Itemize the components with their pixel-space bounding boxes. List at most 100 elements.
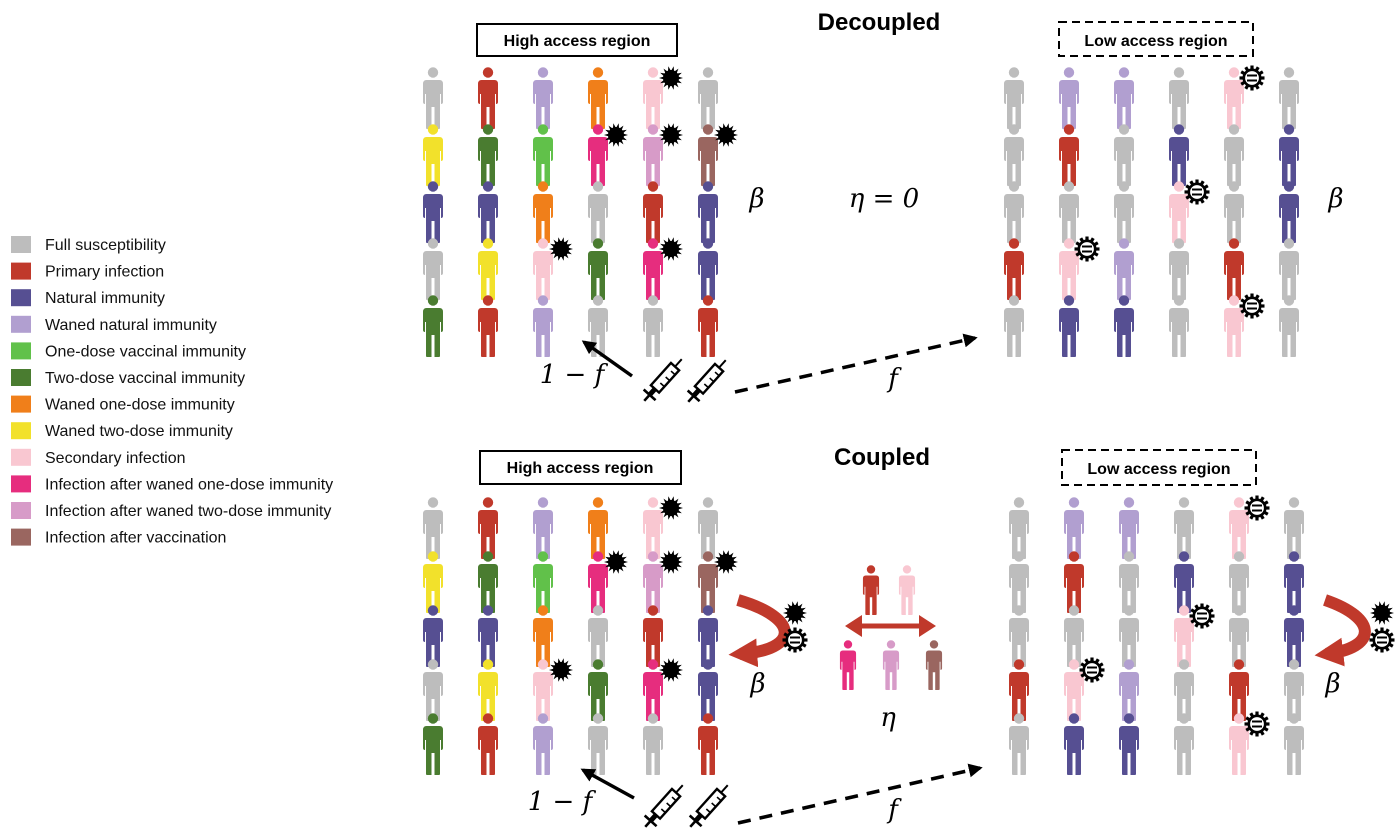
person-primary	[862, 565, 880, 615]
variant-virus-icon	[1184, 179, 1210, 205]
variant-virus-icon	[1239, 65, 1265, 91]
person-full	[1284, 497, 1304, 559]
legend: Full susceptibility Primary infection Natu…	[11, 236, 333, 547]
variant-virus-icon	[1369, 627, 1395, 653]
legend-swatch	[11, 502, 31, 519]
vaccine-allocation-decoupled: 1 − f f	[540, 333, 978, 403]
person-secondary	[533, 659, 553, 721]
person-primary	[1004, 238, 1024, 300]
person-waned-natural	[533, 67, 553, 129]
legend-swatch	[11, 236, 31, 253]
legend-swatch	[11, 369, 31, 386]
person-full	[1119, 551, 1139, 613]
legend-label: Full susceptibility	[45, 237, 166, 254]
virus-icon	[659, 123, 683, 147]
person-full	[1114, 124, 1134, 186]
virus-icon	[714, 550, 738, 574]
person-inf-waned-one	[643, 238, 663, 300]
person-full	[588, 713, 608, 775]
person-waned-one	[588, 497, 608, 559]
svg-text:High access region: High access region	[504, 33, 651, 50]
virus-icon	[659, 66, 683, 90]
person-primary	[1009, 659, 1029, 721]
person-natural	[698, 181, 718, 243]
person-full	[1169, 238, 1189, 300]
person-primary	[1229, 659, 1249, 721]
person-full	[643, 713, 663, 775]
person-waned-natural	[533, 295, 553, 357]
person-inf-waned-one	[643, 659, 663, 721]
legend-swatch	[11, 315, 31, 333]
syringe-icon	[643, 784, 684, 828]
vaccine-allocation-coupled: 1 − f f	[528, 763, 983, 828]
variant-virus-icon	[1244, 495, 1270, 521]
person-full	[423, 497, 443, 559]
person-one-dose	[533, 124, 553, 186]
person-primary	[643, 181, 663, 243]
f-label: f	[886, 795, 902, 825]
person-natural	[478, 605, 498, 667]
svg-text:Low access region: Low access region	[1087, 461, 1230, 478]
legend-item-inf-vacc: Infection after vaccination	[11, 528, 226, 547]
person-full	[423, 238, 443, 300]
person-full	[1229, 551, 1249, 613]
legend-label: Primary infection	[45, 264, 164, 281]
legend-label: Waned natural immunity	[45, 317, 217, 334]
person-full	[1284, 713, 1304, 775]
person-secondary	[643, 497, 663, 559]
virus-icon	[714, 123, 738, 147]
person-full	[698, 67, 718, 129]
syringe-icon	[642, 358, 683, 402]
person-full	[1009, 713, 1029, 775]
person-full	[423, 67, 443, 129]
one-minus-f-label: 1 − f	[540, 360, 609, 390]
person-one-dose	[533, 551, 553, 613]
person-primary	[1059, 124, 1079, 186]
person-full	[588, 605, 608, 667]
variant-virus-icon	[1079, 657, 1105, 683]
person-natural	[1119, 713, 1139, 775]
person-natural	[478, 181, 498, 243]
person-natural	[1114, 295, 1134, 357]
variant-virus-icon	[782, 627, 808, 653]
virus-icon	[549, 658, 573, 682]
legend-item-inf-waned-two: Infection after waned two-dose immunity	[11, 502, 331, 520]
person-waned-two	[478, 659, 498, 721]
transmission-arrow-low	[1314, 594, 1371, 667]
legend-label: Waned two-dose immunity	[45, 423, 233, 440]
decoupled-title: Decoupled	[818, 9, 941, 36]
high-access-population-decoupled	[423, 66, 738, 357]
person-secondary	[898, 565, 916, 615]
syringe-icon	[688, 784, 729, 828]
person-inf-waned-two	[882, 640, 900, 690]
variant-virus-icon	[1244, 711, 1270, 737]
legend-swatch	[11, 395, 31, 413]
virus-icon	[604, 123, 628, 147]
person-full	[1009, 497, 1029, 559]
beta-label-high-coupled: β	[749, 669, 765, 699]
person-waned-natural	[533, 713, 553, 775]
person-primary	[698, 295, 718, 357]
person-primary	[1064, 551, 1084, 613]
person-primary	[1224, 238, 1244, 300]
virus-icon	[1370, 601, 1394, 625]
virus-icon	[659, 496, 683, 520]
person-two-dose	[423, 713, 443, 775]
virus-icon	[659, 550, 683, 574]
person-full	[1009, 551, 1029, 613]
low-access-population-decoupled	[1004, 65, 1299, 357]
eta-zero-label: η = 0	[849, 184, 919, 214]
person-natural	[1064, 713, 1084, 775]
legend-label: One-dose vaccinal immunity	[45, 343, 246, 360]
one-minus-f-label: 1 − f	[528, 787, 597, 817]
person-waned-two	[478, 238, 498, 300]
person-primary	[478, 295, 498, 357]
person-inf-vacc	[698, 551, 718, 613]
legend-label: Secondary infection	[45, 450, 186, 467]
legend-swatch	[11, 422, 31, 440]
coupled-title: Coupled	[834, 444, 930, 471]
person-inf-vacc	[698, 124, 718, 186]
person-waned-natural	[1114, 67, 1134, 129]
legend-swatch	[11, 528, 31, 546]
